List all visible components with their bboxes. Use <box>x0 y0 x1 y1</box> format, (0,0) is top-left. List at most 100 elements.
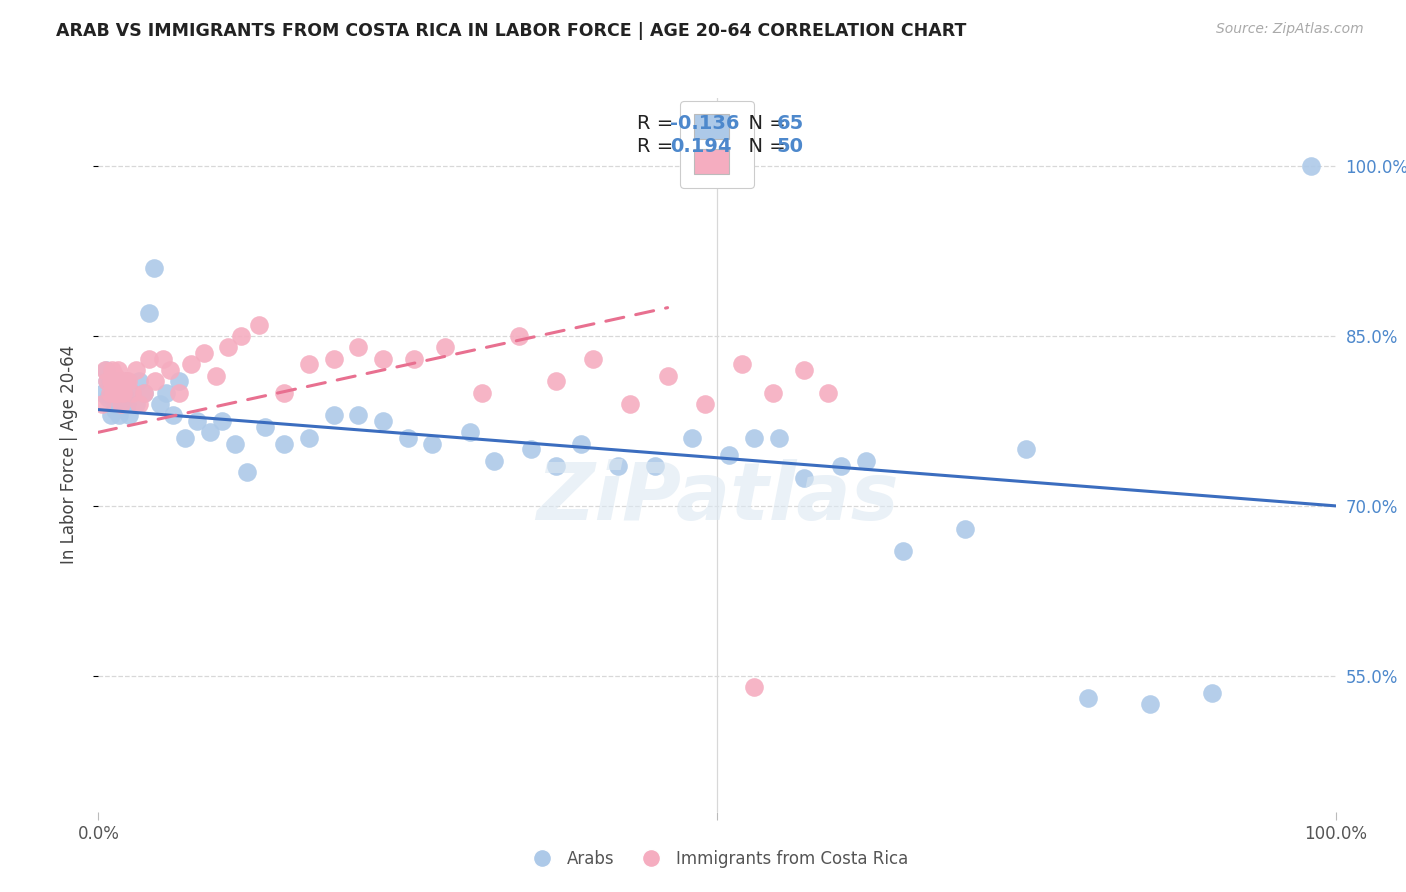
Point <box>273 385 295 400</box>
Point <box>546 459 568 474</box>
Point <box>198 425 221 440</box>
Text: R =: R = <box>637 113 679 133</box>
Point <box>236 465 259 479</box>
Y-axis label: In Labor Force | Age 20-64: In Labor Force | Age 20-64 <box>59 345 77 565</box>
Point <box>180 357 202 371</box>
Point <box>298 431 321 445</box>
Point <box>347 409 370 423</box>
Point <box>134 385 156 400</box>
Point <box>569 436 592 450</box>
Text: ZiPatlas: ZiPatlas <box>536 458 898 537</box>
Point <box>103 402 125 417</box>
Point <box>128 397 150 411</box>
Point <box>793 470 815 484</box>
Point <box>217 340 239 354</box>
Point <box>229 329 252 343</box>
Point <box>117 374 139 388</box>
Point <box>1015 442 1038 457</box>
Point <box>98 385 121 400</box>
Point <box>124 397 146 411</box>
Point <box>298 357 321 371</box>
Point <box>211 414 233 428</box>
Point <box>104 385 127 400</box>
Point <box>104 374 127 388</box>
Point <box>458 425 481 440</box>
Point <box>121 385 143 400</box>
Point <box>112 385 135 400</box>
Point <box>322 351 344 366</box>
Point <box>138 351 160 366</box>
Text: R =: R = <box>637 137 679 156</box>
Point <box>762 385 785 400</box>
Point <box>105 385 128 400</box>
Point <box>247 318 270 332</box>
Point <box>224 436 246 450</box>
Point <box>91 397 114 411</box>
Point <box>619 397 641 411</box>
Point <box>347 340 370 354</box>
Point <box>205 368 228 383</box>
Point <box>118 409 141 423</box>
Point <box>100 374 122 388</box>
Point <box>112 392 135 406</box>
Point <box>110 385 132 400</box>
Point <box>254 419 277 434</box>
Point <box>657 368 679 383</box>
Point <box>101 392 124 406</box>
Point <box>546 374 568 388</box>
Point <box>607 459 630 474</box>
Point <box>114 374 136 388</box>
Point <box>174 431 197 445</box>
Point <box>742 431 765 445</box>
Point <box>115 397 138 411</box>
Point <box>114 374 136 388</box>
Text: ARAB VS IMMIGRANTS FROM COSTA RICA IN LABOR FORCE | AGE 20-64 CORRELATION CHART: ARAB VS IMMIGRANTS FROM COSTA RICA IN LA… <box>56 22 966 40</box>
Point <box>433 340 456 354</box>
Point <box>110 397 132 411</box>
Point <box>107 363 129 377</box>
Point <box>793 363 815 377</box>
Point <box>681 431 703 445</box>
Point <box>143 374 166 388</box>
Point <box>107 374 129 388</box>
Point <box>112 385 135 400</box>
Point <box>121 385 143 400</box>
Point <box>471 385 494 400</box>
Point <box>322 409 344 423</box>
Point <box>96 374 118 388</box>
Point <box>402 351 425 366</box>
Point <box>155 385 177 400</box>
Point <box>1139 697 1161 711</box>
Point <box>1077 691 1099 706</box>
Text: 50: 50 <box>776 137 803 156</box>
Point <box>105 392 128 406</box>
Point <box>371 414 394 428</box>
Point <box>100 409 122 423</box>
Point <box>128 374 150 388</box>
Text: 0.194: 0.194 <box>671 137 731 156</box>
Point <box>830 459 852 474</box>
Point <box>718 448 741 462</box>
Point <box>855 453 877 467</box>
Point <box>167 385 190 400</box>
Point <box>101 363 124 377</box>
Text: 65: 65 <box>776 113 804 133</box>
Point <box>891 544 914 558</box>
Point <box>1201 686 1223 700</box>
Point <box>644 459 666 474</box>
Point <box>953 522 976 536</box>
Point <box>742 680 765 694</box>
Point <box>103 385 125 400</box>
Point <box>93 385 115 400</box>
Point <box>94 363 117 377</box>
Point <box>108 409 131 423</box>
Point <box>186 414 208 428</box>
Point <box>273 436 295 450</box>
Point <box>103 385 125 400</box>
Point <box>138 306 160 320</box>
Point <box>98 374 121 388</box>
Point <box>371 351 394 366</box>
Point <box>111 397 134 411</box>
Point <box>817 385 839 400</box>
Text: Source: ZipAtlas.com: Source: ZipAtlas.com <box>1216 22 1364 37</box>
